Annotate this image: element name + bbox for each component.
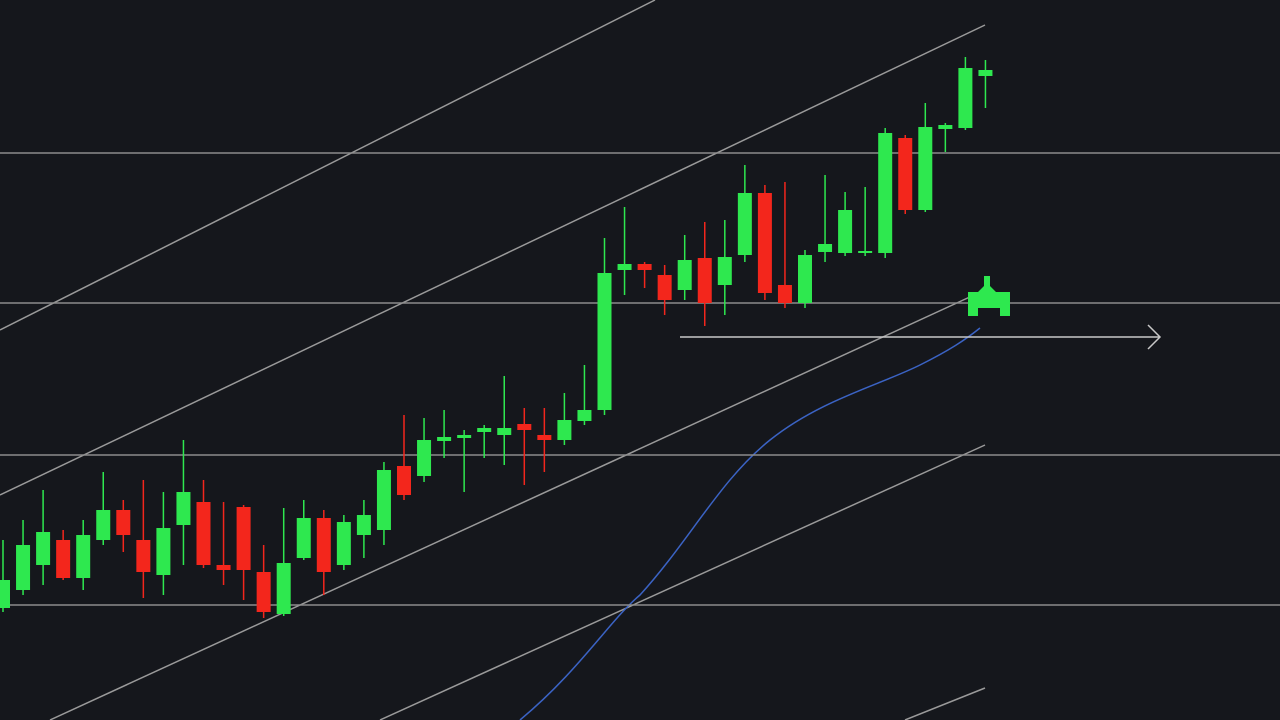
candle-body [196, 502, 211, 565]
candle-body [637, 264, 652, 270]
marker-icon [968, 276, 1010, 316]
candle-body [0, 580, 10, 608]
candle-body [677, 260, 692, 290]
candle-body [136, 540, 151, 572]
candle-body [938, 125, 953, 129]
trend-line [904, 687, 986, 720]
candle-body [497, 428, 512, 435]
candle-body [958, 68, 973, 128]
candle-body [978, 70, 993, 76]
candle-body [557, 420, 572, 440]
candle-body [477, 428, 492, 432]
candle-body [16, 545, 31, 590]
candle-body [858, 251, 873, 253]
candle-body [116, 510, 131, 535]
candle-body [597, 273, 612, 410]
candle-body [577, 410, 592, 421]
candle-body [918, 127, 933, 210]
moving-average [519, 327, 981, 720]
candle-body [276, 563, 291, 614]
candle-body [216, 565, 231, 570]
candle-body [296, 518, 311, 558]
candle-body [818, 244, 833, 252]
candle-body [176, 492, 191, 525]
candle-body [316, 518, 331, 572]
trend-line [49, 289, 986, 720]
candle-body [737, 193, 752, 255]
candle-body [697, 258, 712, 303]
candle-body [376, 470, 391, 530]
candle-body [256, 572, 271, 612]
candle-body [617, 264, 632, 270]
candles [0, 57, 993, 618]
candle-body [56, 540, 71, 578]
candle-body [798, 255, 812, 303]
candle-body [838, 210, 853, 253]
candle-body [156, 528, 171, 575]
trend-line [0, 24, 986, 496]
candle-body [757, 193, 772, 293]
candle-body [356, 515, 371, 535]
candle-body [336, 522, 351, 565]
trend-line [379, 444, 986, 720]
candle-body [878, 133, 893, 253]
candle-body [517, 424, 532, 430]
candle-body [777, 285, 792, 303]
candle-body [537, 435, 552, 440]
candle-body [96, 510, 111, 540]
candle-body [437, 437, 452, 441]
candle-body [36, 532, 51, 565]
grid [0, 152, 1280, 606]
candle-body [457, 435, 472, 438]
candle-body [657, 275, 672, 300]
candle-body [417, 440, 432, 476]
trend-line [0, 0, 656, 331]
arrow [680, 324, 1162, 350]
candle-body [898, 138, 913, 210]
candle-body [717, 257, 732, 285]
candle-body [397, 466, 411, 495]
trend-lines [0, 0, 986, 720]
candle-body [236, 507, 251, 570]
candle-body [76, 535, 91, 578]
